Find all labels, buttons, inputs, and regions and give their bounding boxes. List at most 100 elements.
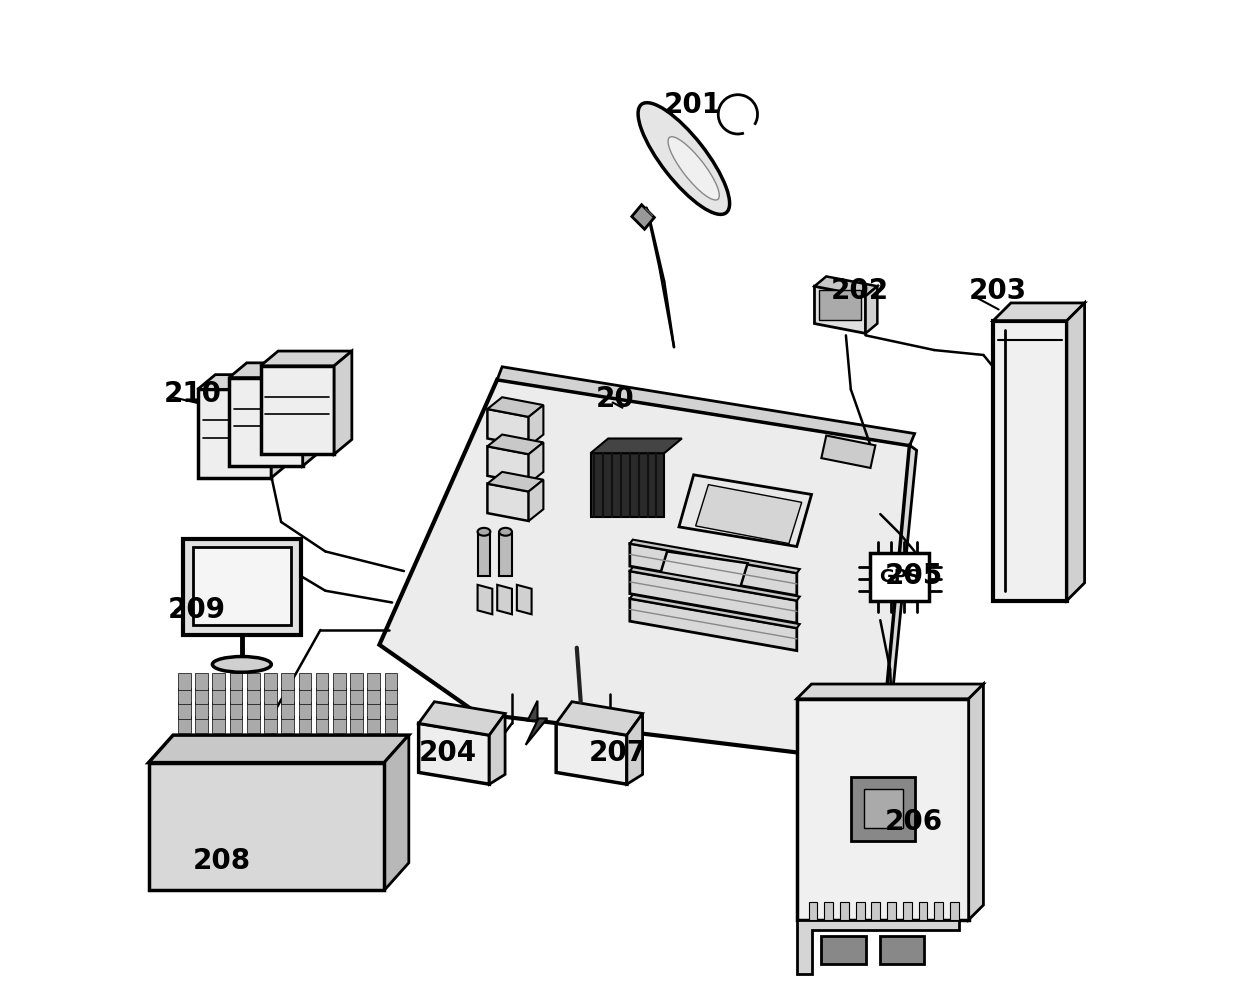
Polygon shape: [384, 688, 397, 704]
Polygon shape: [630, 544, 797, 596]
Polygon shape: [281, 688, 294, 704]
Polygon shape: [195, 674, 208, 690]
Polygon shape: [350, 674, 363, 690]
Polygon shape: [419, 723, 490, 784]
Bar: [808, 902, 817, 920]
Polygon shape: [384, 735, 409, 890]
Bar: [797, 698, 968, 920]
Polygon shape: [632, 205, 655, 230]
Polygon shape: [299, 716, 311, 733]
Polygon shape: [630, 540, 800, 573]
Text: 205: 205: [885, 562, 944, 590]
Polygon shape: [797, 920, 959, 974]
Polygon shape: [487, 434, 543, 454]
Polygon shape: [212, 674, 226, 690]
Polygon shape: [212, 716, 226, 733]
Polygon shape: [379, 379, 910, 762]
Text: 201: 201: [665, 91, 722, 118]
Bar: [825, 902, 833, 920]
Polygon shape: [350, 688, 363, 704]
Text: 204: 204: [419, 739, 476, 766]
Polygon shape: [247, 716, 259, 733]
Polygon shape: [497, 585, 512, 615]
Bar: [851, 777, 915, 841]
Polygon shape: [487, 409, 528, 446]
Polygon shape: [350, 716, 363, 733]
Bar: [919, 902, 928, 920]
Bar: [863, 789, 903, 828]
Polygon shape: [149, 762, 384, 890]
Text: 210: 210: [164, 380, 221, 408]
Polygon shape: [281, 702, 294, 719]
Polygon shape: [815, 277, 878, 296]
Polygon shape: [367, 674, 381, 690]
Polygon shape: [993, 303, 1085, 320]
Polygon shape: [264, 716, 277, 733]
Bar: [821, 937, 866, 964]
Bar: [856, 902, 864, 920]
Bar: [839, 902, 849, 920]
Polygon shape: [815, 287, 866, 333]
Bar: [887, 902, 897, 920]
Polygon shape: [477, 585, 492, 615]
Polygon shape: [299, 688, 311, 704]
Polygon shape: [299, 702, 311, 719]
Bar: [870, 554, 930, 601]
Polygon shape: [367, 688, 381, 704]
Ellipse shape: [477, 528, 490, 536]
Polygon shape: [179, 688, 191, 704]
Polygon shape: [500, 532, 512, 576]
Polygon shape: [821, 435, 875, 468]
Polygon shape: [497, 366, 915, 445]
Polygon shape: [680, 475, 811, 547]
Polygon shape: [281, 674, 294, 690]
Polygon shape: [229, 362, 320, 377]
Polygon shape: [528, 442, 543, 484]
Bar: [903, 902, 911, 920]
Bar: [820, 291, 861, 319]
Polygon shape: [334, 716, 346, 733]
Polygon shape: [334, 688, 346, 704]
Polygon shape: [557, 723, 627, 784]
Polygon shape: [1066, 303, 1085, 601]
Polygon shape: [264, 674, 277, 690]
Polygon shape: [528, 480, 543, 521]
Polygon shape: [149, 735, 409, 762]
Polygon shape: [627, 713, 642, 784]
Polygon shape: [316, 702, 329, 719]
Polygon shape: [526, 700, 547, 745]
Polygon shape: [660, 552, 748, 589]
Polygon shape: [367, 702, 381, 719]
Polygon shape: [247, 702, 259, 719]
Polygon shape: [797, 684, 983, 698]
Bar: [192, 547, 291, 625]
Text: 206: 206: [885, 808, 944, 835]
Polygon shape: [590, 438, 682, 453]
Polygon shape: [630, 595, 800, 628]
Polygon shape: [197, 389, 272, 478]
Polygon shape: [334, 702, 346, 719]
Polygon shape: [557, 701, 642, 735]
Polygon shape: [334, 351, 352, 454]
Polygon shape: [264, 702, 277, 719]
Polygon shape: [247, 674, 259, 690]
Polygon shape: [229, 688, 242, 704]
Polygon shape: [866, 287, 878, 333]
Polygon shape: [179, 702, 191, 719]
Polygon shape: [197, 374, 289, 389]
Text: 209: 209: [169, 596, 226, 624]
Polygon shape: [334, 674, 346, 690]
Polygon shape: [350, 702, 363, 719]
Polygon shape: [316, 688, 329, 704]
Polygon shape: [272, 374, 289, 478]
Bar: [184, 539, 301, 635]
Bar: [950, 902, 959, 920]
Polygon shape: [630, 599, 797, 651]
Text: 207: 207: [589, 739, 647, 766]
Polygon shape: [419, 701, 505, 735]
Ellipse shape: [212, 657, 272, 672]
Text: 20: 20: [595, 385, 634, 413]
Polygon shape: [229, 702, 242, 719]
Bar: [872, 902, 880, 920]
Ellipse shape: [668, 137, 719, 200]
